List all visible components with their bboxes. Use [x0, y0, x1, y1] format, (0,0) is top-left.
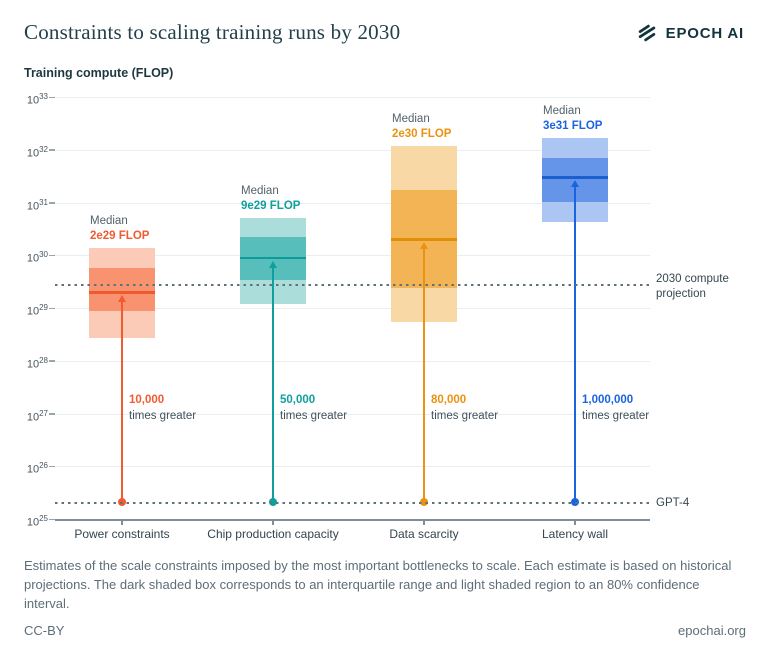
- arrow-up-icon-power-constraints: [117, 295, 126, 303]
- multiplier-suffix-data-scarcity: times greater: [431, 409, 499, 422]
- median-value-latency-wall: 3e31 FLOP: [543, 119, 603, 132]
- brand-name: EPOCH AI: [665, 24, 744, 42]
- arrow-line-data-scarcity: [423, 247, 425, 502]
- median-word-data-scarcity: Median: [392, 112, 430, 125]
- category-tick-chip-production-capacity: [272, 520, 274, 525]
- multiplier-suffix-power-constraints: times greater: [129, 409, 197, 422]
- gridline-1e28: [55, 360, 650, 362]
- tick-label-1e28: 1028: [26, 355, 48, 371]
- tick-1e29: [49, 307, 55, 309]
- median-label-power-constraints: Median 2e29 FLOP: [90, 214, 149, 244]
- site-link[interactable]: epochai.org: [678, 623, 746, 638]
- gridline-1e30: [55, 255, 650, 257]
- arrow-line-chip-production-capacity: [272, 265, 274, 502]
- epoch-logo-icon: [636, 22, 658, 44]
- multiplier-value-latency-wall: 1,000,000: [582, 394, 634, 406]
- refline-label-gpt4: GPT-4: [656, 497, 690, 510]
- tick-label-1e31: 1031: [26, 197, 48, 213]
- median-label-data-scarcity: Median 2e30 FLOP: [392, 112, 451, 142]
- multiplier-value-data-scarcity: 80,000: [431, 394, 467, 406]
- category-label-latency-wall: Latency wall: [541, 527, 609, 541]
- median-line-chip-production-capacity: [240, 256, 306, 260]
- tick-label-1e30: 1030: [26, 250, 48, 265]
- page-title: Constraints to scaling training runs by …: [24, 20, 401, 44]
- tick-1e25: [49, 518, 55, 520]
- refline-gpt4: [55, 502, 650, 505]
- multiplier-label-latency-wall: 1,000,000 times greater: [582, 393, 649, 424]
- category-tick-power-constraints: [121, 520, 123, 525]
- gridline-1e27: [55, 413, 650, 415]
- multiplier-value-chip-production-capacity: 50,000: [280, 394, 316, 406]
- median-word-latency-wall: Median: [543, 104, 581, 117]
- tick-1e26: [49, 465, 55, 468]
- tick-label-1e32: 1032: [26, 144, 48, 160]
- median-label-latency-wall: Median 3e31 FLOP: [543, 104, 602, 134]
- tick-1e32: [49, 149, 55, 151]
- arrow-up-icon-data-scarcity: [419, 242, 428, 250]
- gridline-1e31: [55, 202, 650, 204]
- arrow-line-latency-wall: [574, 185, 576, 502]
- median-word-chip-production-capacity: Median: [241, 184, 279, 197]
- gridline-1e32: [55, 149, 650, 151]
- category-label-power-constraints: Power constraints: [74, 527, 170, 541]
- gpt4-dot-power-constraints: [118, 498, 126, 506]
- x-axis-line: [55, 519, 650, 521]
- tick-label-1e33: 1033: [26, 92, 48, 107]
- gpt4-dot-latency-wall: [571, 498, 579, 506]
- median-label-chip-production-capacity: Median 9e29 FLOP: [241, 184, 300, 214]
- category-tick-data-scarcity: [423, 520, 425, 525]
- multiplier-label-chip-production-capacity: 50,000 times greater: [280, 393, 347, 424]
- median-word-power-constraints: Median: [90, 214, 128, 227]
- median-value-power-constraints: 2e29 FLOP: [90, 229, 150, 242]
- category-label-data-scarcity: Data scarcity: [389, 527, 459, 541]
- gridline-1e29: [55, 308, 650, 309]
- arrow-up-icon-chip-production-capacity: [268, 260, 277, 268]
- arrow-line-power-constraints: [121, 300, 123, 502]
- tick-1e27: [49, 413, 55, 415]
- multiplier-label-power-constraints: 10,000 times greater: [129, 393, 196, 424]
- multiplier-label-data-scarcity: 80,000 times greater: [431, 393, 498, 424]
- arrow-up-icon-latency-wall: [570, 180, 579, 188]
- tick-label-1e29: 1029: [26, 303, 48, 318]
- tick-1e31: [49, 202, 55, 204]
- y-axis-title: Training compute (FLOP): [24, 66, 174, 80]
- refline-projection-2030: [55, 284, 650, 287]
- median-line-power-constraints: [89, 291, 155, 294]
- tick-label-1e27: 1027: [26, 408, 48, 424]
- median-line-latency-wall: [542, 176, 608, 179]
- tick-1e30: [49, 254, 55, 257]
- tick-label-1e25: 1025: [26, 514, 48, 529]
- tick-1e28: [49, 360, 55, 362]
- license-label: CC-BY: [24, 623, 65, 638]
- brand-logo: EPOCH AI: [636, 22, 744, 44]
- gridline-1e33: [55, 97, 650, 98]
- gpt4-dot-chip-production-capacity: [269, 498, 277, 506]
- multiplier-suffix-latency-wall: times greater: [582, 409, 650, 422]
- multiplier-suffix-chip-production-capacity: times greater: [280, 409, 348, 422]
- gpt4-dot-data-scarcity: [420, 498, 428, 506]
- median-value-data-scarcity: 2e30 FLOP: [392, 127, 452, 140]
- category-tick-latency-wall: [574, 520, 576, 525]
- median-line-data-scarcity: [391, 238, 457, 241]
- refline-label-projection-2030: 2030 compute projection: [656, 273, 729, 300]
- gridline-1e26: [55, 466, 650, 468]
- median-value-chip-production-capacity: 9e29 FLOP: [241, 199, 301, 212]
- multiplier-value-power-constraints: 10,000: [129, 394, 165, 406]
- chart-caption: Estimates of the scale constraints impos…: [24, 558, 732, 611]
- tick-label-1e26: 1026: [26, 461, 48, 476]
- category-label-chip-production-capacity: Chip production capacity: [207, 527, 339, 541]
- tick-1e33: [49, 96, 55, 98]
